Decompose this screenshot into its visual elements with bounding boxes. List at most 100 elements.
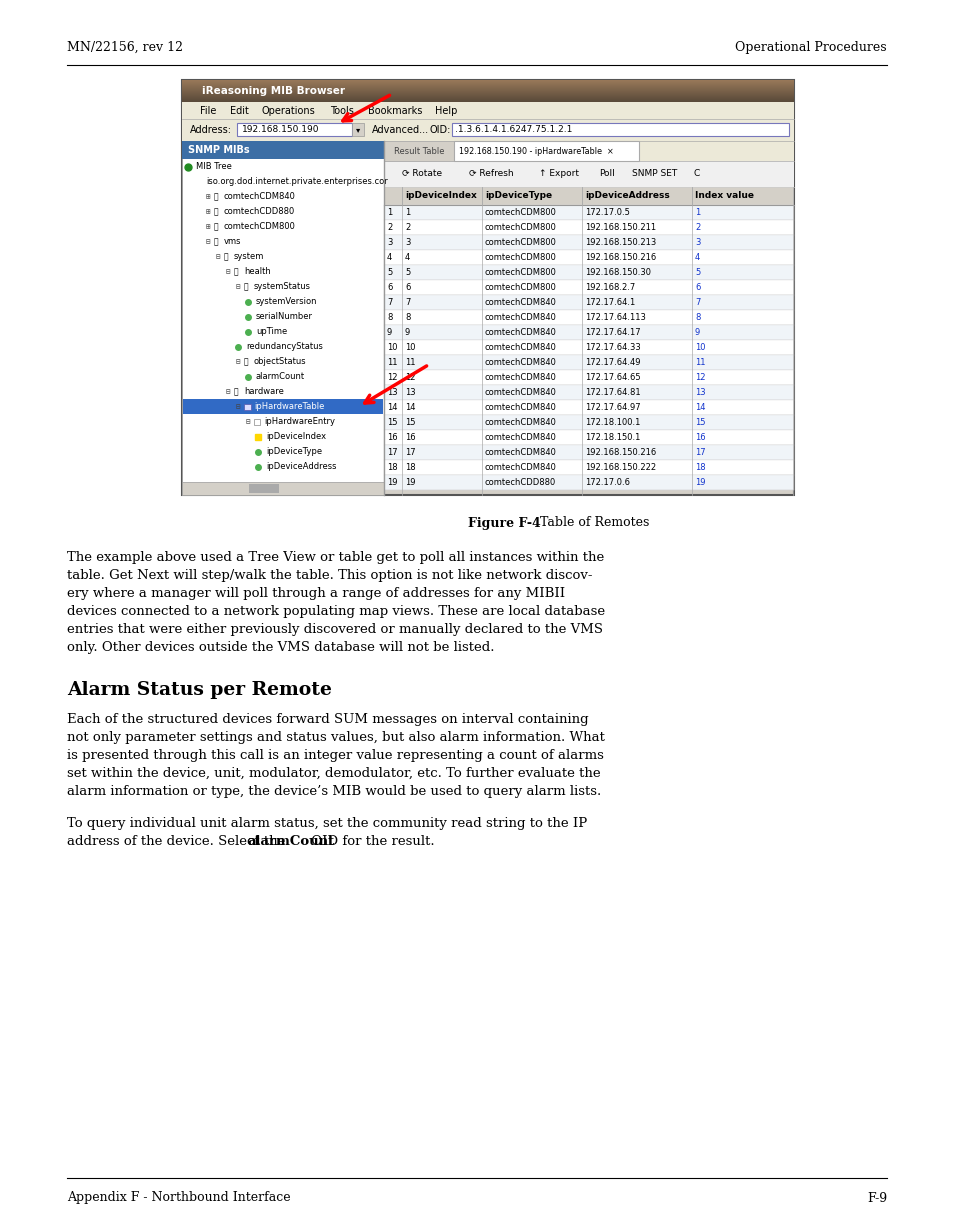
Text: ipHardwareEntry: ipHardwareEntry (264, 417, 335, 426)
Text: SNMP SET: SNMP SET (631, 169, 677, 178)
Text: 5: 5 (405, 267, 410, 277)
Bar (352, 123, 364, 136)
Text: 17: 17 (405, 448, 416, 456)
Text: ⊞: ⊞ (206, 207, 211, 216)
Text: 16: 16 (387, 433, 397, 442)
Bar (384, 205, 793, 220)
Text: 8: 8 (695, 313, 700, 321)
Text: ⊟: ⊟ (215, 252, 220, 261)
Text: comtechCDM840: comtechCDM840 (484, 298, 557, 307)
Text: comtechCDM800: comtechCDM800 (484, 253, 557, 263)
Text: ⊟: ⊟ (226, 387, 231, 396)
Text: 3: 3 (405, 238, 410, 247)
Text: 172.17.64.1: 172.17.64.1 (584, 298, 635, 307)
Text: 6: 6 (695, 283, 700, 292)
Text: ⊟: ⊟ (235, 282, 240, 291)
Text: MN/22156, rev 12: MN/22156, rev 12 (67, 40, 183, 54)
Text: 172.17.0.5: 172.17.0.5 (584, 209, 629, 217)
Bar (384, 475, 793, 490)
Bar (182, 80, 793, 494)
Text: ⊟: ⊟ (206, 237, 211, 245)
Text: comtechCDM840: comtechCDM840 (484, 358, 557, 367)
Text: 6: 6 (405, 283, 410, 292)
Text: 19: 19 (405, 479, 416, 487)
Bar (384, 385, 793, 400)
Bar (384, 400, 793, 415)
Text: 11: 11 (695, 358, 705, 367)
Text: 14: 14 (387, 402, 397, 412)
Text: 192.168.150.216: 192.168.150.216 (584, 253, 656, 263)
Text: Appendix F - Northbound Interface: Appendix F - Northbound Interface (67, 1191, 291, 1205)
Text: 10: 10 (695, 344, 705, 352)
Text: 15: 15 (387, 418, 397, 427)
Text: comtechCDM800: comtechCDM800 (484, 238, 557, 247)
Text: 172.18.150.1: 172.18.150.1 (584, 433, 639, 442)
Bar (454, 141, 639, 161)
Text: alarmCount: alarmCount (255, 372, 305, 382)
Bar (384, 325, 793, 340)
Text: 18: 18 (695, 463, 705, 472)
Text: 18: 18 (387, 463, 397, 472)
Text: ⊟: ⊟ (246, 417, 251, 426)
Bar (183, 399, 382, 413)
Text: comtechCDM840: comtechCDM840 (484, 388, 557, 398)
Text: 2: 2 (387, 223, 392, 232)
Text: ↑ Export: ↑ Export (538, 169, 578, 178)
Bar (384, 355, 793, 371)
Text: 10: 10 (405, 344, 416, 352)
Text: 17: 17 (695, 448, 705, 456)
Text: 5: 5 (695, 267, 700, 277)
Text: is presented through this call is an integer value representing a count of alarm: is presented through this call is an int… (67, 748, 603, 762)
Text: redundancyStatus: redundancyStatus (246, 342, 322, 351)
Text: upTime: upTime (255, 328, 287, 336)
Text: The example above used a Tree View or table get to poll all instances within the: The example above used a Tree View or ta… (67, 551, 603, 564)
Text: 2: 2 (405, 223, 410, 232)
Text: comtechCDM840: comtechCDM840 (484, 373, 557, 382)
Text: ipDeviceType: ipDeviceType (484, 191, 552, 200)
Text: Edit: Edit (230, 106, 249, 115)
Bar (253, 418, 260, 425)
Text: comtechCDM840: comtechCDM840 (484, 418, 557, 427)
Bar (384, 280, 793, 294)
Bar (384, 161, 793, 187)
Text: 19: 19 (695, 479, 705, 487)
Text: 1: 1 (387, 209, 392, 217)
Text: ipDeviceAddress: ipDeviceAddress (584, 191, 669, 200)
Text: 6: 6 (387, 283, 392, 292)
Text: 13: 13 (387, 388, 397, 398)
Text: 7: 7 (387, 298, 392, 307)
Text: SNMP MIBs: SNMP MIBs (188, 145, 250, 155)
Text: comtechCDD880: comtechCDD880 (484, 479, 556, 487)
Bar (182, 141, 384, 160)
Bar (384, 265, 793, 280)
Text: alarm information or type, the device’s MIB would be used to query alarm lists.: alarm information or type, the device’s … (67, 785, 600, 798)
Bar (384, 236, 793, 250)
Text: comtechCDM800: comtechCDM800 (484, 209, 557, 217)
Text: systemVersion: systemVersion (255, 297, 317, 306)
Bar (384, 220, 793, 236)
Text: 192.168.150.211: 192.168.150.211 (584, 223, 656, 232)
Bar (384, 187, 793, 205)
Bar (452, 123, 788, 136)
Bar (384, 310, 793, 325)
Text: 18: 18 (405, 463, 416, 472)
Text: 12: 12 (695, 373, 705, 382)
Text: 12: 12 (387, 373, 397, 382)
Text: 192.168.150.190: 192.168.150.190 (242, 125, 319, 135)
Text: ery where a manager will poll through a range of addresses for any MIBII: ery where a manager will poll through a … (67, 587, 564, 600)
Text: only. Other devices outside the VMS database will not be listed.: only. Other devices outside the VMS data… (67, 640, 494, 654)
Text: ⟳ Rotate: ⟳ Rotate (401, 169, 441, 178)
Text: 8: 8 (387, 313, 392, 321)
Bar (249, 483, 278, 493)
Text: ⊞: ⊞ (206, 191, 211, 201)
Text: OID for the result.: OID for the result. (307, 836, 435, 848)
Text: alarmCount: alarmCount (247, 836, 334, 848)
Text: serialNumber: serialNumber (255, 312, 313, 321)
Text: 172.17.64.113: 172.17.64.113 (584, 313, 645, 321)
Text: 16: 16 (405, 433, 416, 442)
Text: 4: 4 (405, 253, 410, 263)
Text: 172.17.0.6: 172.17.0.6 (584, 479, 629, 487)
Text: F-9: F-9 (866, 1191, 886, 1205)
Text: 📁: 📁 (213, 207, 218, 216)
Text: Help: Help (435, 106, 456, 115)
